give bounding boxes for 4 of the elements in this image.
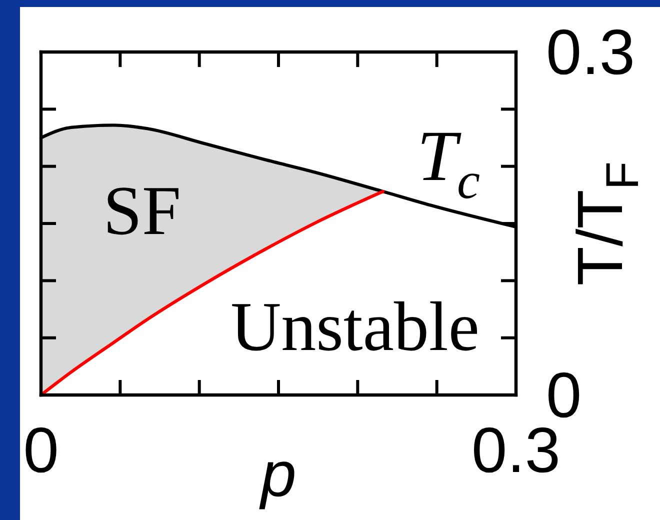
legend-label: T$_{c}$ xyxy=(416,116,480,210)
annotation: SF xyxy=(103,172,181,250)
x-axis-title: p xyxy=(258,438,296,510)
annotation: Unstable xyxy=(230,288,480,366)
